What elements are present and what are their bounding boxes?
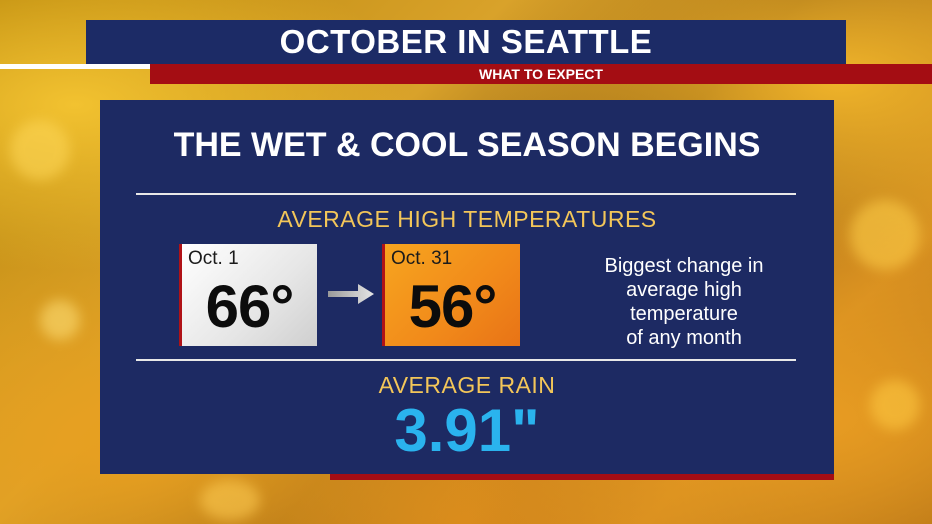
info-panel: THE WET & COOL SEASON BEGINS AVERAGE HIG…: [100, 100, 834, 474]
start-temp: 66°: [205, 273, 295, 340]
page-title: OCTOBER IN SEATTLE: [279, 23, 653, 60]
accent-line: [0, 64, 150, 69]
rain-value: 3.91": [394, 397, 540, 464]
subtitle-banner: WHAT TO EXPECT: [150, 64, 932, 84]
end-date: Oct. 31: [391, 248, 453, 269]
rain-label: AVERAGE RAIN: [378, 372, 556, 398]
start-date: Oct. 1: [188, 248, 239, 269]
background-bokeh: [40, 300, 80, 340]
high-temps-label: AVERAGE HIGH TEMPERATURES: [277, 206, 657, 232]
divider: [136, 193, 796, 195]
title-banner: OCTOBER IN SEATTLE: [86, 20, 846, 64]
arrow-right-icon: [328, 284, 374, 304]
note-line: of any month: [626, 327, 742, 349]
note-line: average high: [626, 279, 742, 301]
panel-accent-edge: [330, 474, 834, 480]
panel-headline: THE WET & COOL SEASON BEGINS: [173, 126, 761, 164]
background-bokeh: [850, 200, 920, 270]
note-line: Biggest change in: [604, 255, 764, 277]
temperature-note: Biggest change in average high temperatu…: [578, 254, 790, 350]
note-line: temperature: [630, 303, 738, 325]
background-bokeh: [870, 380, 920, 430]
end-temp-card: Oct. 31 56°: [382, 244, 520, 346]
background-bokeh: [10, 120, 70, 180]
divider: [136, 359, 796, 361]
page-subtitle: WHAT TO EXPECT: [479, 66, 603, 82]
start-temp-card: Oct. 1 66°: [179, 244, 317, 346]
background-bokeh: [200, 480, 260, 520]
end-temp: 56°: [408, 273, 498, 340]
